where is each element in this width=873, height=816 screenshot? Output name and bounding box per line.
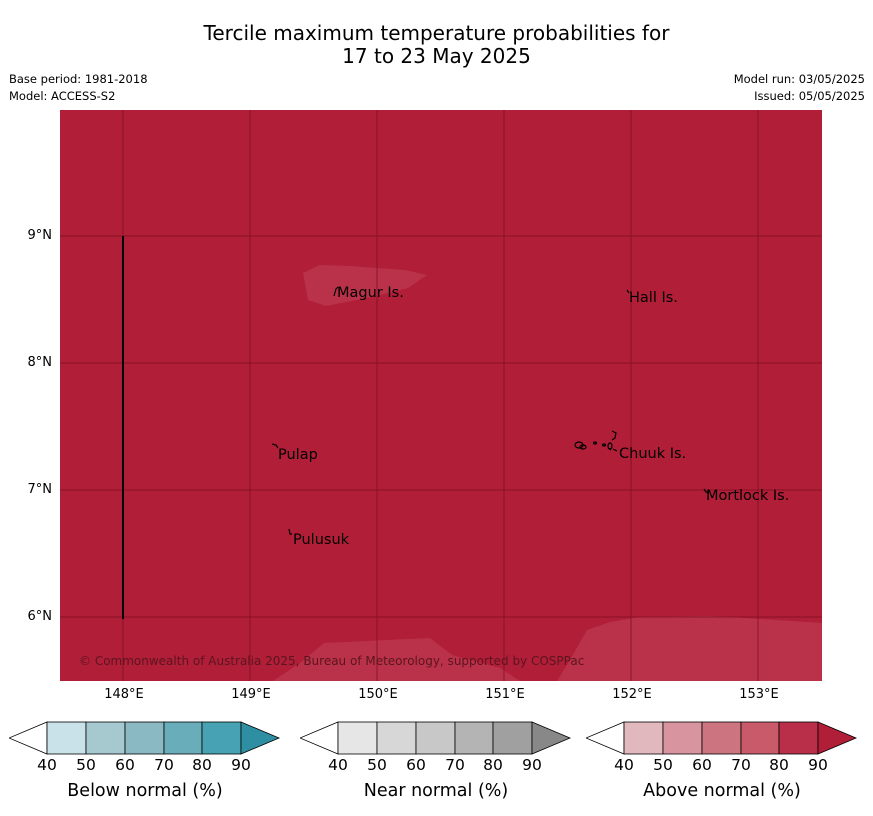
pulap-island-shape: [271, 443, 279, 449]
lon-label-149e: 149°E: [231, 687, 271, 702]
colorbar-above-seg-3: [701, 721, 742, 755]
legend-above-normal: 40 50 60 70 80 90 Above normal (%): [586, 720, 858, 810]
tick-below-40: 40: [37, 756, 57, 774]
tick-below-80: 80: [192, 756, 212, 774]
colorbar-above-normal: [586, 721, 858, 755]
tick-above-50: 50: [653, 756, 673, 774]
colorbar-below-seg-4: [163, 721, 203, 755]
lon-label-150e: 150°E: [358, 687, 398, 702]
tick-near-60: 60: [406, 756, 426, 774]
chart-title: Tercile maximum temperature probabilitie…: [0, 22, 873, 68]
colorbar-near-normal: [300, 721, 572, 755]
colorbar-above-seg-0: [586, 721, 625, 755]
label-magur-is: Magur Is.: [337, 285, 404, 301]
tick-near-80: 80: [483, 756, 503, 774]
label-pulusuk: Pulusuk: [293, 532, 350, 548]
lon-label-151e: 151°E: [485, 687, 525, 702]
legend-title-above: Above normal (%): [643, 781, 801, 801]
lat-label-8n: 8°N: [27, 355, 53, 370]
base-period: Base period: 1981-2018: [9, 72, 148, 86]
colorbar-below-seg-2: [85, 721, 126, 755]
tick-above-90: 90: [808, 756, 828, 774]
colorbar-near-seg-0: [300, 721, 339, 755]
tick-near-90: 90: [522, 756, 542, 774]
tick-above-60: 60: [692, 756, 712, 774]
colorbar-above-seg-4: [740, 721, 780, 755]
title-line-2: 17 to 23 May 2025: [342, 44, 531, 68]
colorbar-near-seg-6: [531, 721, 572, 755]
meta-left: Base period: 1981-2018 Model: ACCESS-S2: [9, 71, 148, 105]
lat-label-9n: 9°N: [27, 228, 53, 243]
legend-near-normal: 40 50 60 70 80 90 Near normal (%): [300, 720, 572, 810]
tick-below-50: 50: [76, 756, 96, 774]
colorbar-near-seg-5: [492, 721, 533, 755]
lon-label-153e: 153°E: [739, 687, 779, 702]
label-pulap: Pulap: [278, 447, 318, 463]
colorbar-below-seg-5: [201, 721, 242, 755]
probability-map: Magur Is. Hall Is. Pulap Chuuk Is. Mortl…: [60, 110, 822, 681]
title-line-1: Tercile maximum temperature probabilitie…: [203, 21, 670, 45]
mortlock-island-shape: [703, 488, 710, 494]
tick-near-70: 70: [445, 756, 465, 774]
legend-below-normal: 40 50 60 70 80 90 Below normal (%): [9, 720, 281, 810]
lat-label-6n: 6°N: [27, 609, 53, 624]
map-canvas: [60, 110, 822, 681]
lon-label-148e: 148°E: [104, 687, 144, 702]
probability-patch-south: [273, 638, 520, 681]
meta-right: Model run: 03/05/2025 Issued: 05/05/2025: [734, 71, 865, 105]
lat-label-7n: 7°N: [27, 482, 53, 497]
graticule: [60, 110, 822, 681]
colorbar-below-seg-6: [240, 721, 281, 755]
tick-above-40: 40: [614, 756, 634, 774]
label-hall-is: Hall Is.: [629, 290, 678, 306]
chuuk-island-shape: [574, 430, 618, 452]
colorbar-near-seg-2: [376, 721, 417, 755]
probability-patch-southeast: [557, 616, 822, 681]
colorbar-below-seg-0: [9, 721, 48, 755]
colorbar-near-seg-4: [454, 721, 494, 755]
copyright-notice: © Commonwealth of Australia 2025, Bureau…: [79, 654, 585, 668]
legend-title-below: Below normal (%): [67, 781, 223, 801]
label-chuuk-is: Chuuk Is.: [619, 446, 687, 462]
tick-above-80: 80: [769, 756, 789, 774]
tick-below-90: 90: [231, 756, 251, 774]
colorbar-near-seg-1: [337, 721, 378, 755]
hall-island-shape: [626, 289, 630, 294]
issued-date: Issued: 05/05/2025: [754, 89, 865, 103]
colorbar-above-seg-1: [623, 721, 664, 755]
label-mortlock-is: Mortlock Is.: [706, 488, 790, 504]
tick-near-40: 40: [328, 756, 348, 774]
colorbar-below-seg-3: [124, 721, 165, 755]
tick-above-70: 70: [731, 756, 751, 774]
tick-near-50: 50: [367, 756, 387, 774]
colorbar-below-seg-1: [46, 721, 87, 755]
pulusuk-island-shape: [288, 528, 292, 535]
legend-title-near: Near normal (%): [363, 781, 509, 801]
colorbar-near-seg-3: [415, 721, 456, 755]
magur-island-shape: [333, 286, 339, 297]
colorbar-above-seg-6: [817, 721, 858, 755]
tick-below-60: 60: [115, 756, 135, 774]
model-run: Model run: 03/05/2025: [733, 72, 865, 86]
colorbar-above-seg-5: [778, 721, 819, 755]
model-name: Model: ACCESS-S2: [9, 89, 116, 103]
colorbar-above-seg-2: [662, 721, 703, 755]
colorbar-below-normal: [9, 721, 281, 755]
tick-below-70: 70: [154, 756, 174, 774]
lon-label-152e: 152°E: [612, 687, 652, 702]
